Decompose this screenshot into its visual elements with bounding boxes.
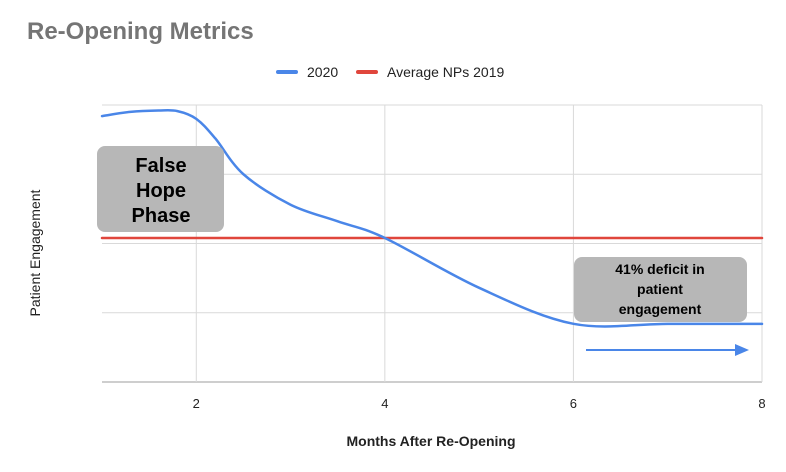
- legend-swatch-average-nps-2019: [356, 70, 378, 74]
- annotation-line-deficit: 41% deficit in: [615, 261, 704, 277]
- x-tick-label: 8: [758, 396, 765, 411]
- x-tick-label: 2: [193, 396, 200, 411]
- legend-swatch-2020: [276, 70, 298, 74]
- annotation-deficit: 41% deficit in patient engagement: [574, 257, 747, 322]
- annotation-line-patient: patient: [637, 281, 683, 297]
- legend-label-2020: 2020: [307, 64, 338, 80]
- annotation-line-engagement: engagement: [619, 301, 702, 317]
- series-lines: [100, 108, 764, 328]
- right-arrow-icon: [586, 344, 749, 356]
- x-tick-label: 6: [570, 396, 577, 411]
- x-axis-title: Months After Re-Opening: [346, 433, 515, 449]
- annotation-line-hope: Hope: [136, 180, 186, 202]
- series-line-2020: [100, 108, 764, 328]
- annotation-box-false-hope: [97, 146, 224, 232]
- annotation-line-false: False: [135, 155, 186, 177]
- annotation-box-deficit: [574, 257, 747, 322]
- y-axis-title: Patient Engagement: [27, 189, 43, 316]
- chart-title: Re-Opening Metrics: [27, 18, 254, 45]
- legend-label-average-nps-2019: Average NPs 2019: [387, 64, 504, 80]
- x-tick-labels: 2 4 6 8: [193, 396, 766, 411]
- x-tick-label: 4: [381, 396, 388, 411]
- annotation-line-phase: Phase: [132, 205, 191, 227]
- legend[interactable]: 2020 Average NPs 2019: [276, 64, 504, 80]
- annotation-false-hope-phase: False Hope Phase: [97, 146, 224, 232]
